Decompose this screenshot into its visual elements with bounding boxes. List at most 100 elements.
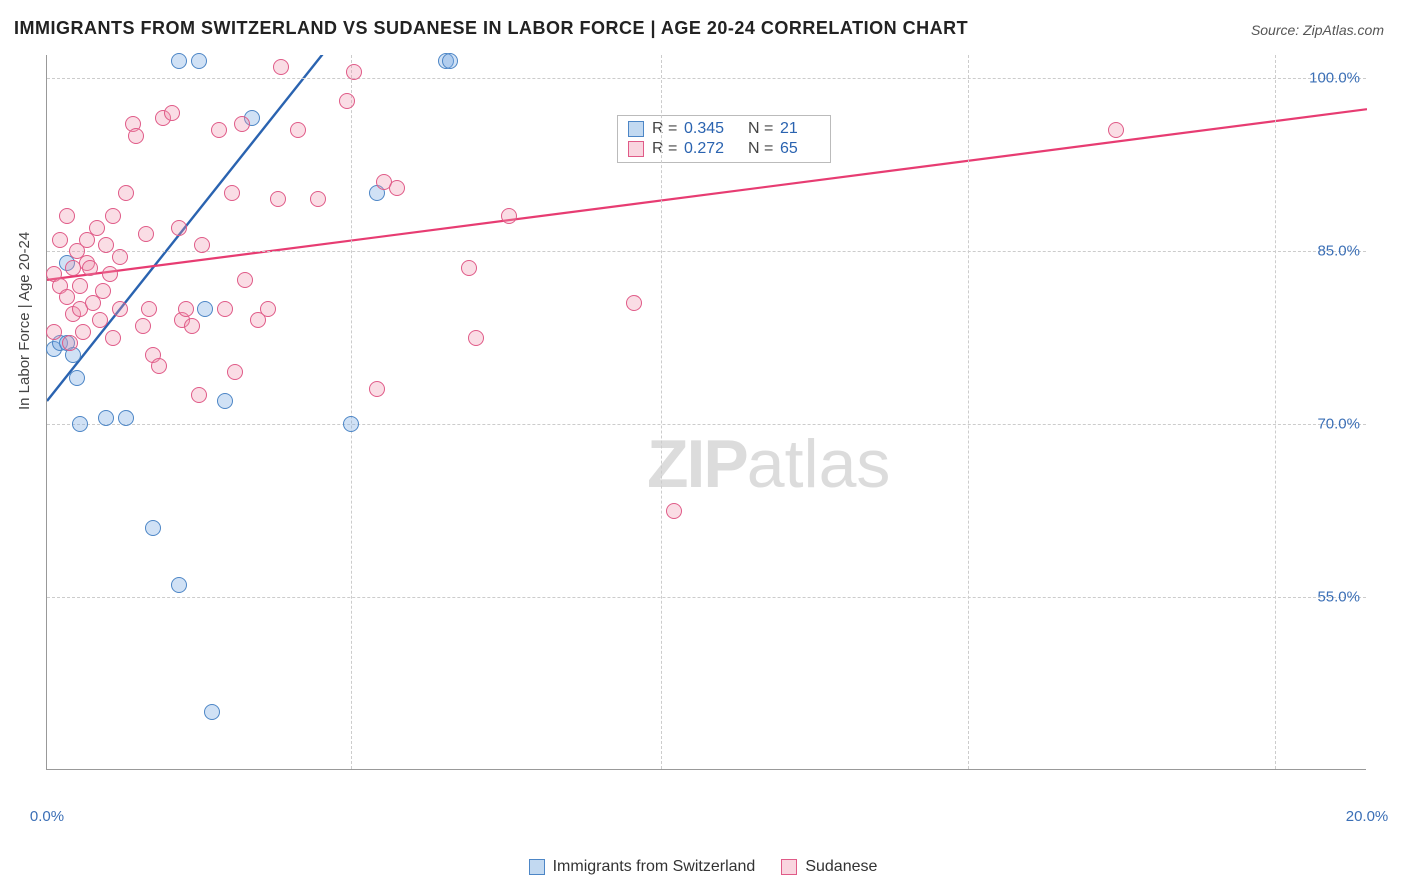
watermark-zip: ZIP <box>647 426 747 502</box>
scatter-point-series1 <box>191 53 207 69</box>
scatter-point-series2 <box>151 358 167 374</box>
scatter-point-series2 <box>234 116 250 132</box>
scatter-point-series2 <box>112 249 128 265</box>
scatter-point-series2 <box>217 301 233 317</box>
scatter-point-series2 <box>237 272 253 288</box>
y-axis-label: In Labor Force | Age 20-24 <box>16 232 33 410</box>
correlation-legend-box: R = 0.345 N = 21 R = 0.272 N = 65 <box>617 115 831 163</box>
scatter-point-series2 <box>666 503 682 519</box>
scatter-point-series2 <box>310 191 326 207</box>
r-value-series1: 0.345 <box>684 120 744 138</box>
watermark: ZIPatlas <box>647 425 890 503</box>
scatter-point-series2 <box>290 122 306 138</box>
source-label: Source: ZipAtlas.com <box>1251 22 1384 38</box>
scatter-point-series2 <box>89 220 105 236</box>
watermark-atlas: atlas <box>747 426 891 502</box>
r-label: R = <box>652 120 680 138</box>
gridline-v <box>1275 55 1276 769</box>
y-tick-label: 55.0% <box>1317 589 1360 606</box>
legend-item-series2: Sudanese <box>781 858 877 876</box>
legend-square-pink-icon <box>781 859 797 875</box>
scatter-point-series2 <box>135 318 151 334</box>
scatter-point-series1 <box>217 393 233 409</box>
scatter-point-series2 <box>369 381 385 397</box>
scatter-point-series2 <box>211 122 227 138</box>
scatter-point-series2 <box>227 364 243 380</box>
scatter-point-series1 <box>171 53 187 69</box>
scatter-point-series2 <box>138 226 154 242</box>
gridline-v <box>661 55 662 769</box>
gridline-h <box>47 78 1366 79</box>
plot-area: ZIPatlas R = 0.345 N = 21 R = 0.272 N = … <box>46 55 1366 770</box>
scatter-point-series2 <box>92 312 108 328</box>
scatter-point-series2 <box>461 260 477 276</box>
scatter-point-series2 <box>112 301 128 317</box>
scatter-point-series2 <box>194 237 210 253</box>
n-label: N = <box>748 140 776 158</box>
chart-container: IMMIGRANTS FROM SWITZERLAND VS SUDANESE … <box>0 0 1406 892</box>
scatter-point-series2 <box>1108 122 1124 138</box>
scatter-point-series2 <box>59 208 75 224</box>
scatter-point-series2 <box>105 330 121 346</box>
gridline-v <box>351 55 352 769</box>
scatter-point-series2 <box>191 387 207 403</box>
n-value-series1: 21 <box>780 120 820 138</box>
scatter-point-series2 <box>501 208 517 224</box>
legend-square-blue-icon <box>529 859 545 875</box>
scatter-point-series2 <box>626 295 642 311</box>
scatter-point-series2 <box>178 301 194 317</box>
scatter-point-series2 <box>346 64 362 80</box>
scatter-point-series1 <box>145 520 161 536</box>
gridline-h <box>47 597 1366 598</box>
scatter-point-series2 <box>171 220 187 236</box>
scatter-point-series1 <box>197 301 213 317</box>
legend-item-series1: Immigrants from Switzerland <box>529 858 756 876</box>
scatter-point-series1 <box>343 416 359 432</box>
scatter-point-series2 <box>389 180 405 196</box>
scatter-point-series2 <box>75 324 91 340</box>
scatter-point-series2 <box>59 289 75 305</box>
scatter-point-series2 <box>98 237 114 253</box>
gridline-v <box>968 55 969 769</box>
n-label: N = <box>748 120 776 138</box>
gridline-h <box>47 424 1366 425</box>
legend-bottom: Immigrants from Switzerland Sudanese <box>0 858 1406 876</box>
x-tick-label: 0.0% <box>30 808 64 825</box>
y-tick-label: 85.0% <box>1317 243 1360 260</box>
scatter-point-series2 <box>72 278 88 294</box>
legend-square-pink-icon <box>628 141 644 157</box>
scatter-point-series2 <box>62 335 78 351</box>
legend-label-series1: Immigrants from Switzerland <box>553 858 756 876</box>
scatter-point-series2 <box>164 105 180 121</box>
r-value-series2: 0.272 <box>684 140 744 158</box>
scatter-point-series1 <box>69 370 85 386</box>
scatter-point-series1 <box>204 704 220 720</box>
scatter-point-series2 <box>46 324 62 340</box>
scatter-point-series1 <box>171 577 187 593</box>
chart-title: IMMIGRANTS FROM SWITZERLAND VS SUDANESE … <box>14 18 968 39</box>
x-tick-label: 20.0% <box>1346 808 1389 825</box>
trend-line-series1 <box>47 0 1367 401</box>
scatter-point-series2 <box>95 283 111 299</box>
legend-square-blue-icon <box>628 121 644 137</box>
scatter-point-series2 <box>82 260 98 276</box>
scatter-point-series2 <box>118 185 134 201</box>
scatter-point-series2 <box>260 301 276 317</box>
n-value-series2: 65 <box>780 140 820 158</box>
scatter-point-series2 <box>128 128 144 144</box>
scatter-point-series2 <box>224 185 240 201</box>
gridline-h <box>47 251 1366 252</box>
scatter-point-series1 <box>118 410 134 426</box>
scatter-point-series2 <box>273 59 289 75</box>
scatter-point-series1 <box>98 410 114 426</box>
scatter-point-series2 <box>468 330 484 346</box>
scatter-point-series2 <box>339 93 355 109</box>
scatter-point-series2 <box>102 266 118 282</box>
scatter-point-series1 <box>72 416 88 432</box>
legend-label-series2: Sudanese <box>805 858 877 876</box>
scatter-point-series2 <box>184 318 200 334</box>
scatter-point-series2 <box>141 301 157 317</box>
scatter-point-series2 <box>105 208 121 224</box>
scatter-point-series2 <box>270 191 286 207</box>
r-label: R = <box>652 140 680 158</box>
